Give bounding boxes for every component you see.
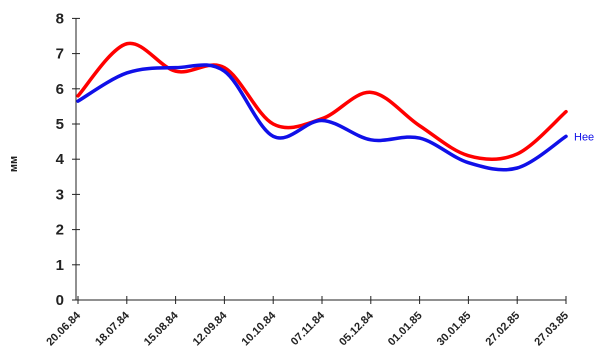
x-tick-label: 10.10.84: [240, 309, 279, 348]
y-tick-label: 2: [56, 222, 64, 239]
series-lines: [76, 41, 568, 172]
y-tick-label: 8: [56, 10, 64, 27]
x-tick-label: 15.08.84: [142, 309, 181, 348]
series-line-0: [76, 41, 568, 162]
legend-entry-1: Нее: [574, 131, 594, 143]
y-axis-label: мм: [8, 156, 20, 172]
y-tick-label: 3: [56, 186, 64, 203]
y-ticks: 0 1 2 3 4 5 6 7 8: [56, 10, 80, 309]
x-tick-label: 20.06.84: [44, 309, 83, 348]
x-tick-label: 07.11.84: [289, 309, 328, 348]
x-tick-label: 27.03.85: [532, 310, 571, 349]
x-tick-label: 30.01.85: [435, 310, 474, 349]
x-tick-label: 05.12.84: [337, 309, 376, 348]
x-tick-label: 18.07.84: [93, 309, 132, 348]
y-tick-label: 6: [56, 81, 64, 98]
y-tick-label: 4: [56, 151, 65, 168]
series-line-1: [76, 63, 568, 172]
x-tick-label: 12.09.84: [191, 309, 230, 348]
x-ticks: 20.06.84 18.07.84 15.08.84 12.09.84 10.10.84…: [44, 296, 571, 348]
legend: Нее: [574, 131, 594, 143]
x-tick-label: 01.01.85: [386, 310, 425, 349]
x-tick-label: 27.02.85: [484, 310, 523, 349]
y-tick-label: 5: [56, 116, 64, 133]
y-tick-label: 7: [56, 46, 64, 63]
y-tick-label: 0: [56, 292, 64, 309]
y-tick-label: 1: [56, 257, 64, 274]
